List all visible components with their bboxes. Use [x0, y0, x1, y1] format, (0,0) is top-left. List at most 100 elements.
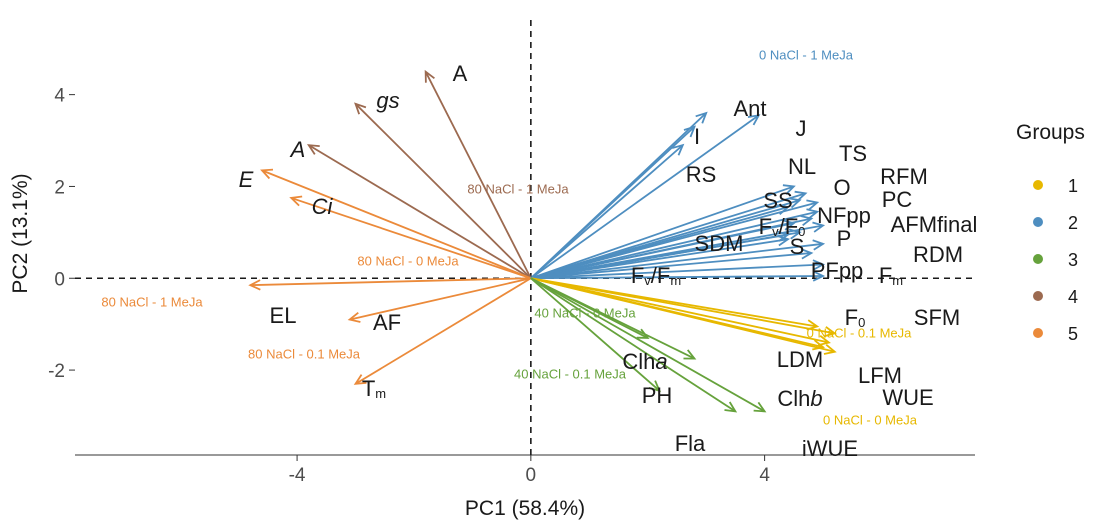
arrow-shaft: [530, 185, 795, 280]
arrow-head: [812, 259, 826, 271]
axes: -4 0 4 -2 0 2 4 PC1 (58.4%) PC2 (13.1%): [9, 20, 975, 520]
arrow-shaft: [290, 197, 532, 280]
arrow-head: [260, 168, 274, 180]
arrow-head: [782, 219, 796, 231]
treatment-label: 40 NaCl - 0 MeJa: [534, 305, 636, 320]
arrow-head: [794, 190, 808, 202]
arrow-shaft: [261, 169, 532, 280]
variable-label: Fm: [879, 263, 903, 289]
y-axis-title: PC2 (13.1%): [9, 173, 32, 293]
loading-arrow: [530, 208, 820, 280]
legend-item-label: 5: [1068, 324, 1078, 344]
loading-arrow: [248, 277, 531, 291]
variable-label: SDM: [695, 231, 744, 256]
arrow-shaft: [530, 277, 835, 353]
arrow-shaft: [530, 263, 824, 280]
arrow-head: [683, 125, 696, 138]
treatment-label: 0 NaCl - 0.1 MeJa: [807, 325, 913, 340]
x-axis-title: PC1 (58.4%): [465, 497, 585, 520]
loading-arrow: [530, 125, 696, 279]
variable-label: E: [239, 167, 254, 192]
legend-swatch: [1033, 254, 1043, 264]
y-tick-label: 4: [54, 86, 65, 107]
arrow-head: [306, 144, 320, 155]
loading-arrow: [530, 277, 697, 360]
loading-arrow: [306, 144, 532, 280]
arrow-head: [248, 279, 261, 291]
arrow-shaft: [530, 277, 835, 335]
arrow-head: [788, 228, 802, 240]
arrow-head: [648, 380, 661, 393]
loading-arrow: [530, 277, 767, 413]
loading-arrow: [530, 259, 826, 280]
legend-item-label: 2: [1068, 213, 1078, 233]
variable-label: Fv/F0: [759, 214, 806, 240]
variable-label: RDM: [913, 242, 963, 267]
variable-label: Ant: [733, 96, 766, 121]
treatment-label: 40 NaCl - 0.1 MeJa: [514, 366, 627, 381]
variable-label: NL: [788, 154, 816, 179]
arrow-head: [671, 143, 685, 156]
loading-arrow: [530, 235, 791, 280]
arrow-shaft: [530, 252, 812, 280]
variable-label: O: [833, 175, 850, 200]
variable-label: NFpp: [817, 203, 871, 228]
loading-arrow: [530, 277, 837, 338]
loading-arrow: [354, 102, 532, 279]
variable-label: F0: [845, 305, 866, 331]
legend: Groups 1 2 3 4 5: [1016, 121, 1085, 344]
variable-label: Tm: [362, 376, 386, 402]
loading-arrow: [530, 277, 831, 346]
variable-label: AFMfinal: [891, 212, 978, 237]
arrow-shaft: [530, 210, 818, 280]
loading-arrow: [530, 114, 761, 279]
treatment-label: 80 NaCl - 0.1 MeJa: [248, 346, 361, 361]
variable-label: TS: [839, 141, 867, 166]
variable-label: Ci: [312, 194, 334, 219]
arrow-shaft: [530, 126, 696, 279]
treatment-label: 0 NaCl - 0 MeJa: [823, 412, 918, 427]
arrow-shaft: [424, 71, 532, 279]
arrow-head: [788, 197, 802, 209]
legend-swatch: [1033, 217, 1043, 227]
variable-labels: Ags A E Ci EL AF Tm Ant I J RS NL TS RFM O PC SS NFpp AFMf…: [239, 61, 978, 461]
variable-label: I: [694, 124, 700, 149]
arrow-head: [777, 204, 790, 216]
arrow-shaft: [308, 144, 532, 280]
variable-label: RFM: [880, 164, 928, 189]
loading-arrow: [530, 270, 826, 282]
legend-item-label: 3: [1068, 250, 1078, 270]
loading-arrow: [289, 195, 532, 280]
variable-label: PC: [882, 187, 913, 212]
arrow-head: [777, 230, 791, 242]
arrow-head: [354, 102, 367, 115]
arrow-shaft: [530, 277, 736, 413]
loading-arrow: [530, 277, 661, 393]
arrow-head: [782, 184, 796, 195]
arrow-shaft: [349, 277, 532, 321]
arrow-head: [806, 199, 820, 211]
loading-arrow: [530, 219, 796, 280]
arrow-head: [800, 248, 814, 260]
loading-arrow: [353, 277, 532, 385]
arrow-head: [817, 335, 831, 346]
variable-label: WUE: [882, 385, 933, 410]
arrow-head: [812, 270, 826, 282]
variable-label: LDM: [777, 347, 823, 372]
arrow-shaft: [530, 238, 789, 280]
y-tick-label: 2: [54, 177, 65, 198]
arrow-head: [353, 374, 367, 385]
variable-label: J: [796, 116, 807, 141]
variable-label: RS: [686, 162, 717, 187]
legend-title: Groups: [1016, 121, 1085, 144]
arrow-head: [777, 235, 791, 247]
arrow-head: [800, 215, 814, 227]
legend-swatch: [1033, 180, 1043, 190]
arrow-head: [823, 344, 837, 355]
variable-label: LFM: [858, 363, 902, 388]
treatment-label: 80 NaCl - 0 MeJa: [357, 253, 459, 268]
loading-arrow: [424, 69, 532, 279]
arrow-shaft: [250, 277, 531, 287]
arrow-shaft: [530, 114, 760, 279]
